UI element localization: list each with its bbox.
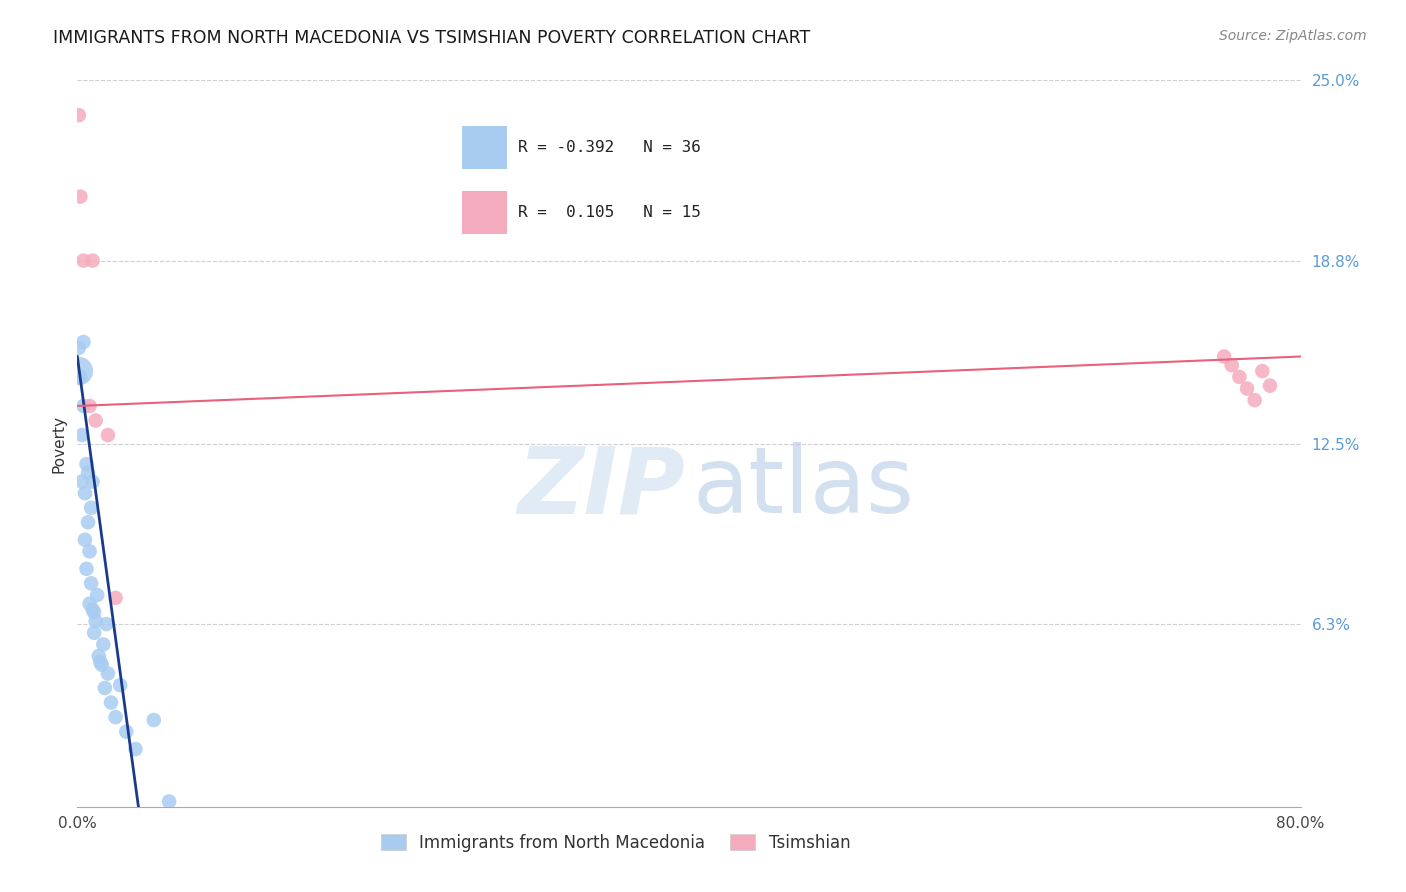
Point [157,794,180,808]
Point [67,341,90,355]
Point [89,655,111,669]
Point [115,724,138,739]
Point [70,475,93,489]
Point [76,457,98,471]
Point [72,399,94,413]
Point [142,713,165,727]
Point [79,544,101,558]
Point [100,696,122,710]
Point [84,413,107,427]
Text: Source: ZipAtlas.com: Source: ZipAtlas.com [1219,29,1367,43]
Y-axis label: Poverty: Poverty [51,415,66,473]
Point [1251,364,1274,378]
Point [82,475,104,489]
Point [104,710,127,724]
Point [77,466,100,480]
Point [79,597,101,611]
Point [82,253,104,268]
Point [124,742,146,756]
Point [1258,378,1281,392]
Point [77,516,100,530]
Point [76,562,98,576]
Point [1243,393,1265,408]
Point [97,428,120,442]
Point [80,500,103,515]
Point [86,588,108,602]
Point [1220,358,1243,372]
Point [94,681,117,695]
Point [73,533,96,547]
Point [69,189,91,203]
Point [67,108,90,122]
Point [69,370,91,384]
Point [73,486,96,500]
Point [79,399,101,413]
Point [72,334,94,349]
Point [1236,382,1258,396]
Point [1229,370,1251,384]
Point [80,576,103,591]
Text: IMMIGRANTS FROM NORTH MACEDONIA VS TSIMSHIAN POVERTY CORRELATION CHART: IMMIGRANTS FROM NORTH MACEDONIA VS TSIMS… [53,29,811,46]
Point [1213,350,1236,364]
Point [72,253,94,268]
Point [67,364,90,378]
Text: atlas: atlas [693,442,914,533]
Point [87,648,110,663]
Point [83,625,105,640]
Point [104,591,127,605]
Point [108,678,131,692]
Legend: Immigrants from North Macedonia, Tsimshian: Immigrants from North Macedonia, Tsimshi… [374,827,856,858]
Point [96,617,118,632]
Point [84,614,107,628]
Point [82,602,104,616]
Point [97,666,120,681]
Text: ZIP: ZIP [517,442,685,533]
Point [70,428,93,442]
Point [83,606,105,620]
Point [90,657,112,672]
Point [91,637,114,651]
